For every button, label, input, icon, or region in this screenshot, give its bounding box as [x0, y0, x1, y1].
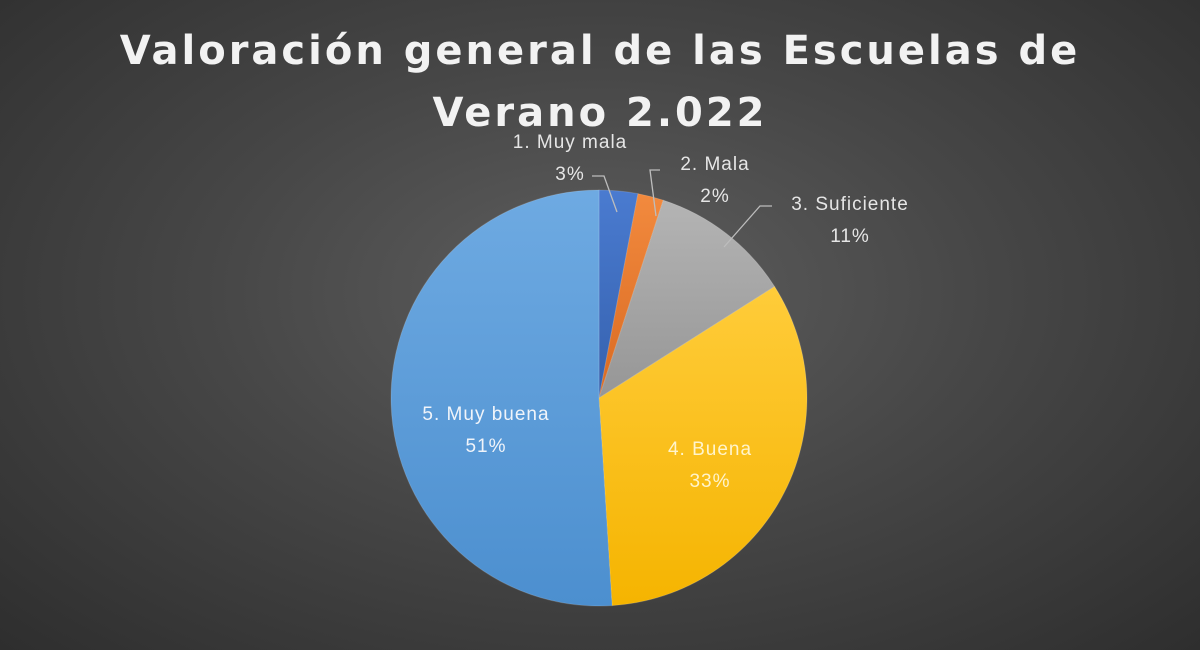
- chart-title: Valoración general de las Escuelas de Ve…: [0, 20, 1200, 144]
- slice-percent-3: 11%: [830, 226, 870, 247]
- slice-labels: 1. Muy mala 3% 2. Mala 2% 3. Suficiente 11% 4.…: [422, 132, 909, 492]
- leader-line-3: [723, 205, 772, 248]
- leader-line-2: [649, 169, 660, 217]
- chart-title-line-1: Valoración general de las Escuelas de: [119, 28, 1081, 74]
- pie-slice-1: [598, 189, 639, 399]
- pie-slice-5: [390, 189, 613, 607]
- slice-percent-4: 33%: [689, 471, 730, 492]
- slice-label-1: 1. Muy mala: [513, 132, 627, 153]
- slice-percent-1: 3%: [555, 164, 584, 185]
- chart-title-line-2: Verano 2.022: [432, 90, 768, 136]
- pie-slice-4: [598, 285, 808, 607]
- slice-label-3: 3. Suficiente: [791, 194, 909, 215]
- leader-line-1: [592, 175, 618, 213]
- slice-percent-5: 51%: [465, 436, 506, 457]
- pie-slice-2: [598, 193, 664, 399]
- slice-label-4: 4. Buena: [668, 439, 752, 460]
- pie-slice-3: [598, 199, 776, 400]
- leader-lines: [592, 169, 772, 248]
- slice-label-2: 2. Mala: [680, 154, 749, 175]
- pie-slices: [390, 189, 808, 607]
- slice-label-5: 5. Muy buena: [422, 404, 549, 425]
- slice-percent-2: 2%: [700, 186, 729, 207]
